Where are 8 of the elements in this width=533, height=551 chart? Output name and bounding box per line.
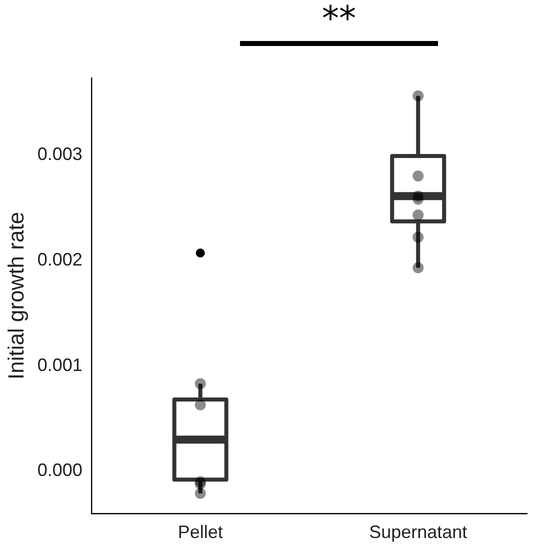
text: ** (321, 0, 357, 39)
y-tick-label: 0.000 (37, 460, 82, 480)
y-axis-title: Initial growth rate (3, 212, 28, 380)
y-tick-label: 0.003 (37, 144, 82, 164)
y-tick-label: 0.001 (37, 354, 82, 375)
y-tick-label: 0.002 (37, 249, 82, 270)
x-tick-label: Supernatant (369, 522, 468, 542)
x-tick-label: Pellet (178, 522, 223, 542)
